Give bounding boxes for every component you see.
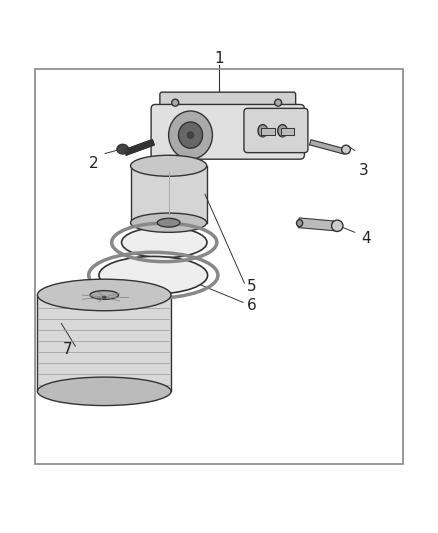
Ellipse shape	[187, 132, 194, 139]
Ellipse shape	[99, 256, 208, 294]
Ellipse shape	[157, 219, 180, 227]
Ellipse shape	[172, 99, 179, 106]
Bar	[35, 69, 403, 464]
FancyBboxPatch shape	[160, 92, 296, 113]
FancyBboxPatch shape	[244, 108, 308, 152]
Ellipse shape	[37, 377, 171, 406]
Polygon shape	[298, 218, 338, 231]
Ellipse shape	[90, 290, 118, 300]
Ellipse shape	[179, 122, 202, 148]
Polygon shape	[281, 128, 294, 135]
Text: 6: 6	[247, 298, 257, 313]
Text: 7: 7	[63, 342, 73, 357]
Polygon shape	[124, 140, 154, 155]
Ellipse shape	[169, 111, 212, 159]
Bar	[37, 295, 171, 391]
Ellipse shape	[258, 125, 268, 137]
Ellipse shape	[121, 227, 207, 258]
Polygon shape	[310, 140, 346, 154]
Polygon shape	[261, 128, 275, 135]
Text: 5: 5	[247, 279, 257, 294]
FancyBboxPatch shape	[131, 166, 207, 223]
Ellipse shape	[131, 155, 207, 176]
Ellipse shape	[342, 145, 350, 154]
Text: 4: 4	[361, 231, 371, 246]
Ellipse shape	[131, 213, 207, 232]
Text: 1: 1	[214, 51, 224, 66]
Text: 3: 3	[359, 163, 368, 177]
Text: 2: 2	[89, 156, 99, 171]
Ellipse shape	[332, 220, 343, 231]
Ellipse shape	[117, 144, 128, 154]
Ellipse shape	[102, 296, 106, 298]
FancyBboxPatch shape	[151, 104, 304, 159]
Ellipse shape	[297, 220, 303, 227]
Ellipse shape	[37, 279, 171, 311]
Ellipse shape	[275, 99, 282, 106]
Ellipse shape	[278, 125, 287, 137]
